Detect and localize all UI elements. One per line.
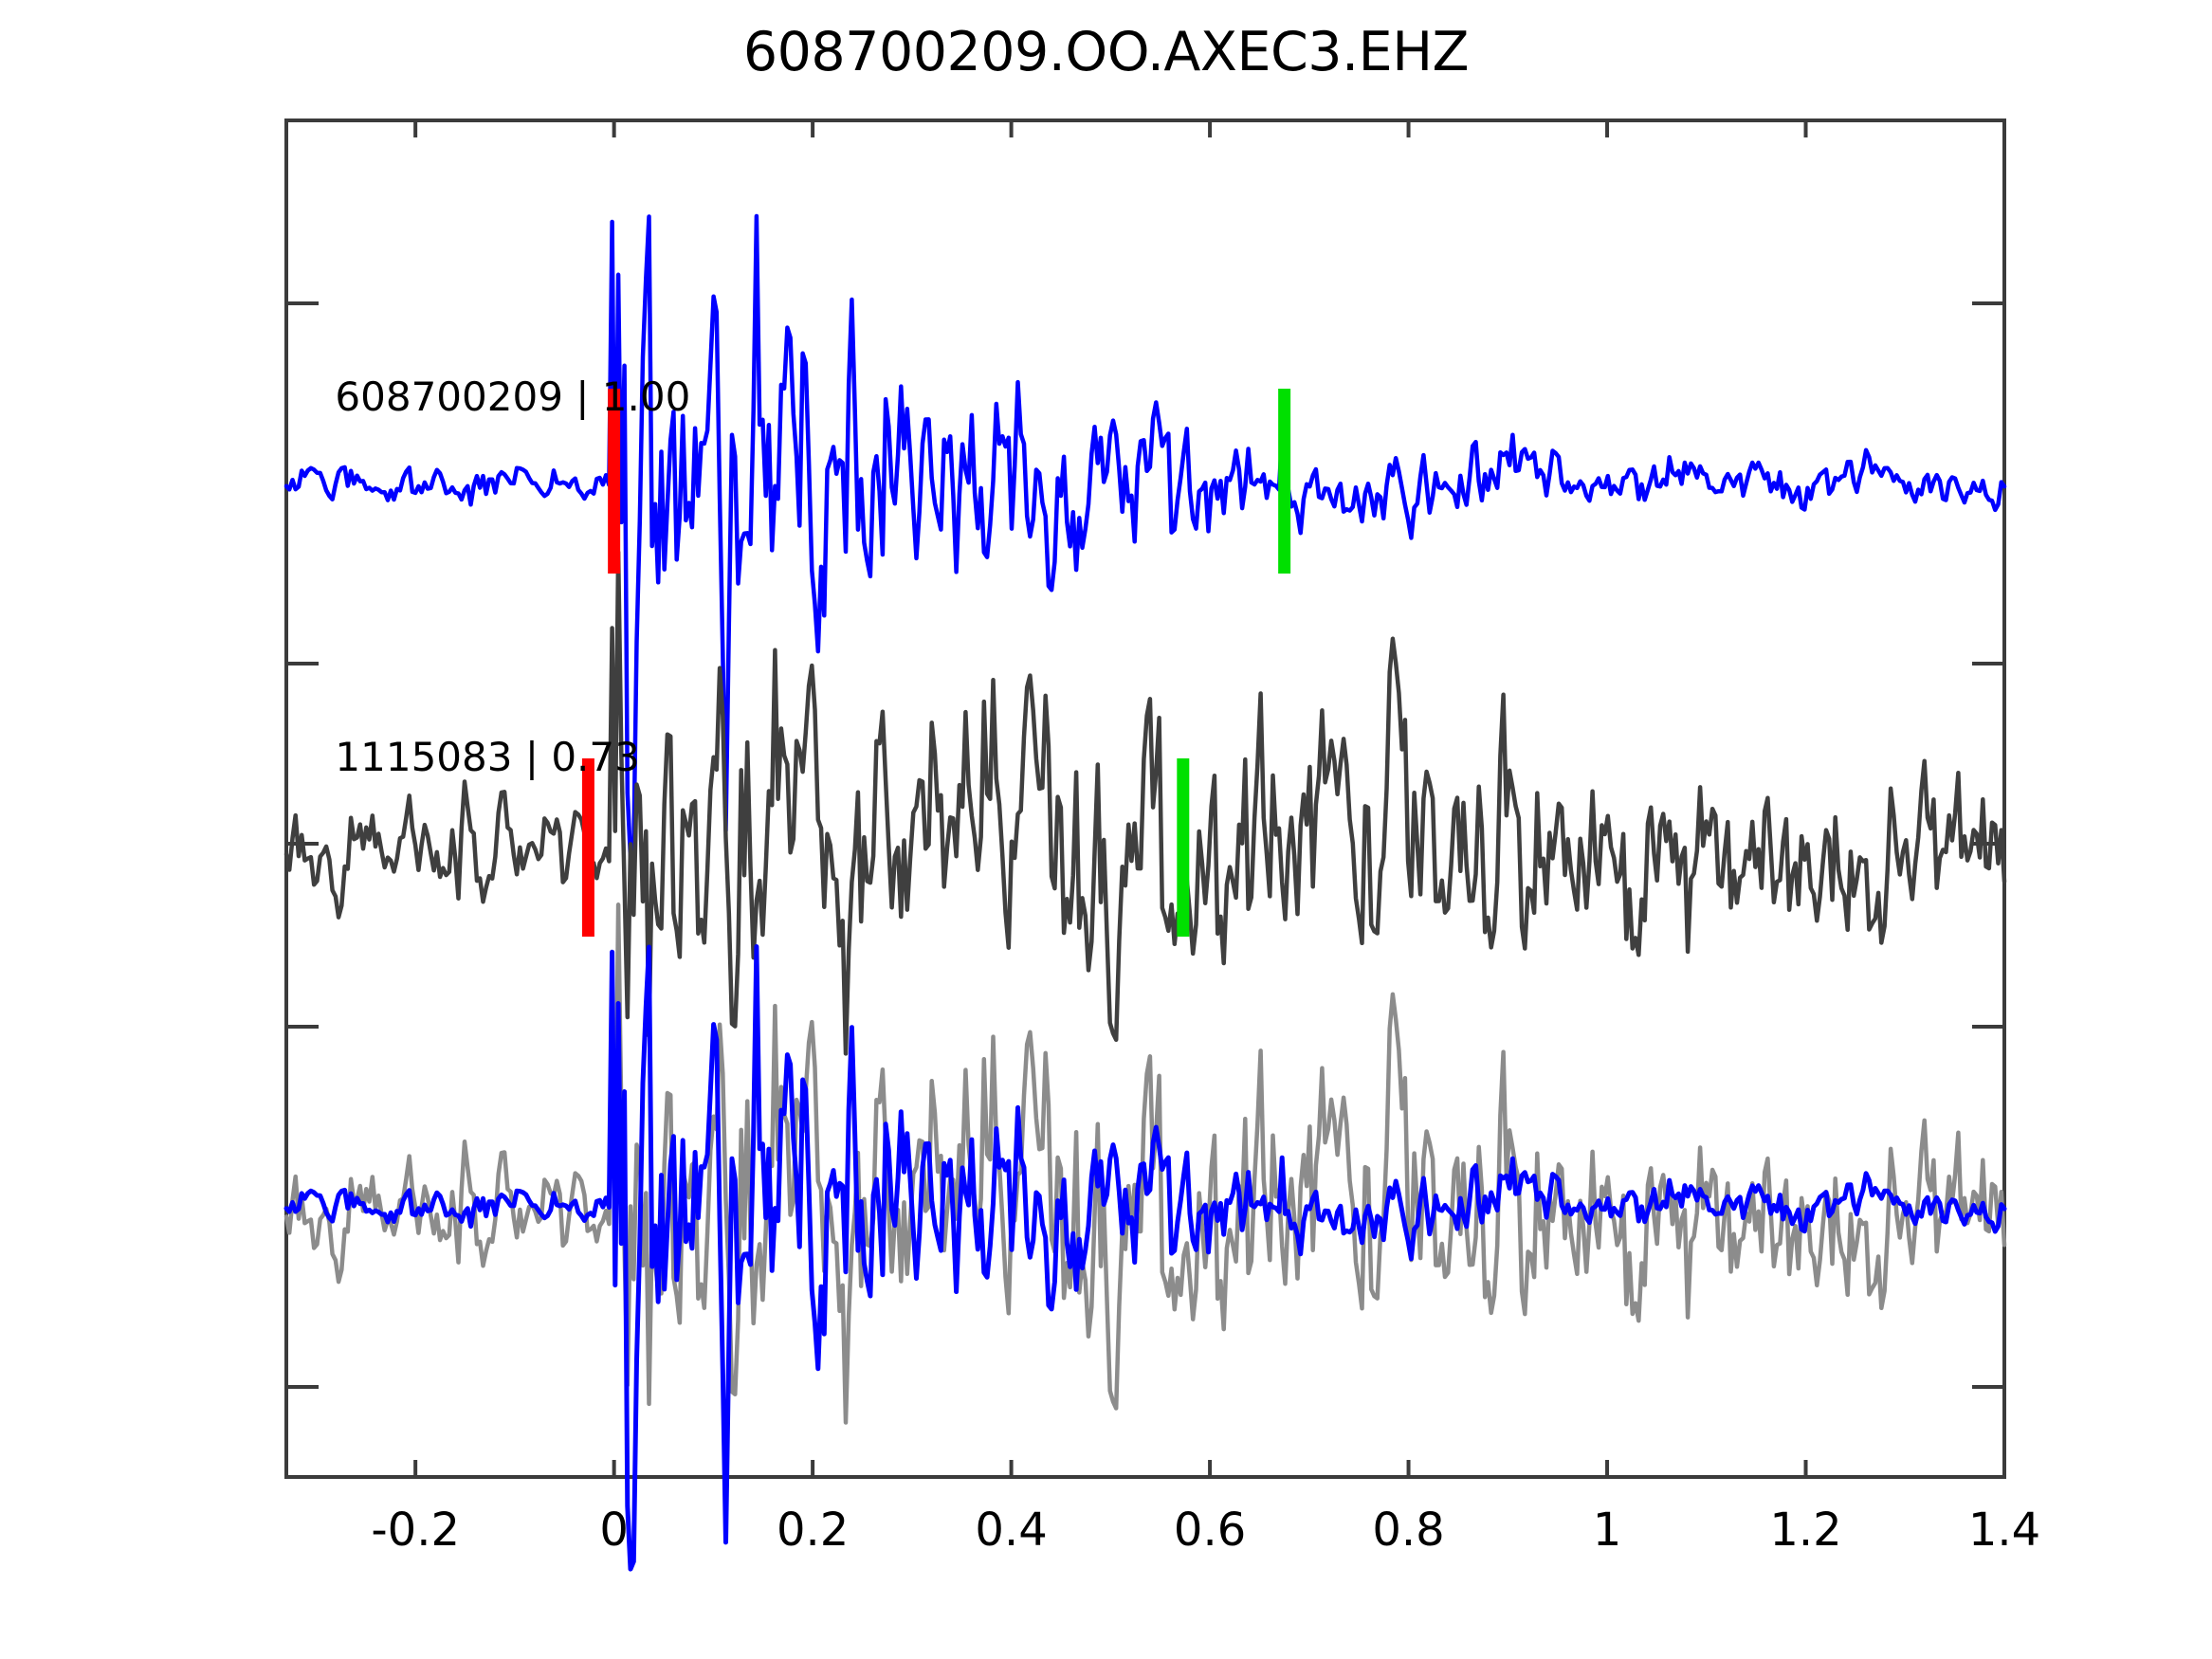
waveform-traces	[283, 213, 2007, 1572]
x-tick-label: -0.2	[371, 1504, 460, 1557]
x-tick-label: 0.8	[1372, 1504, 1445, 1557]
axis-ticks	[286, 120, 2006, 1477]
phase-pick-markers	[581, 389, 1291, 937]
trace-label-detection: 1115083 | 0.73	[335, 734, 640, 780]
x-tick-label: 0.2	[776, 1504, 850, 1557]
page-title: 608700209.OO.AXEC3.EHZ	[742, 21, 1470, 83]
x-tick-label: 1.4	[1967, 1504, 2041, 1557]
axes-frame	[284, 118, 2006, 1479]
trace-label-template: 608700209 | 1.00	[335, 374, 691, 420]
x-tick-label: 0.6	[1173, 1504, 1247, 1557]
x-tick-label: 1	[1592, 1504, 1622, 1557]
x-tick-label: 0	[599, 1504, 629, 1557]
x-tick-label: 1.2	[1769, 1504, 1842, 1557]
x-tick-label: 0.4	[975, 1504, 1048, 1557]
